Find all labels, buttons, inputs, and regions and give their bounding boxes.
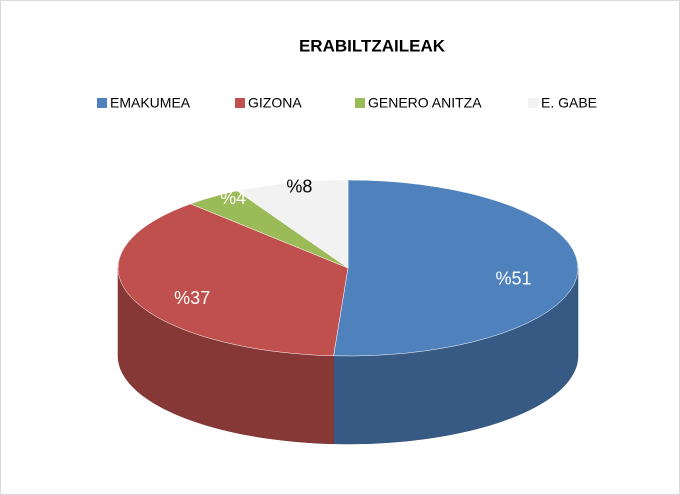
data-label: %37 (174, 288, 210, 308)
slice (236, 179, 349, 269)
slice (189, 190, 349, 269)
legend-swatch (528, 98, 538, 108)
data-label: %4 (220, 188, 246, 208)
data-label: %8 (286, 176, 312, 196)
legend-swatch (235, 98, 245, 108)
slice (117, 203, 349, 357)
data-label: %51 (496, 269, 532, 289)
legend-swatch (97, 98, 107, 108)
legend-label: GIZONA (248, 95, 302, 111)
slice (333, 179, 579, 357)
chart-title: ERABILTZAILEAK (299, 36, 446, 55)
legend-label: E. GABE (541, 95, 597, 111)
legend-label: EMAKUMEA (110, 95, 191, 111)
legend-swatch (355, 98, 365, 108)
legend-label: GENERO ANITZA (368, 95, 482, 111)
